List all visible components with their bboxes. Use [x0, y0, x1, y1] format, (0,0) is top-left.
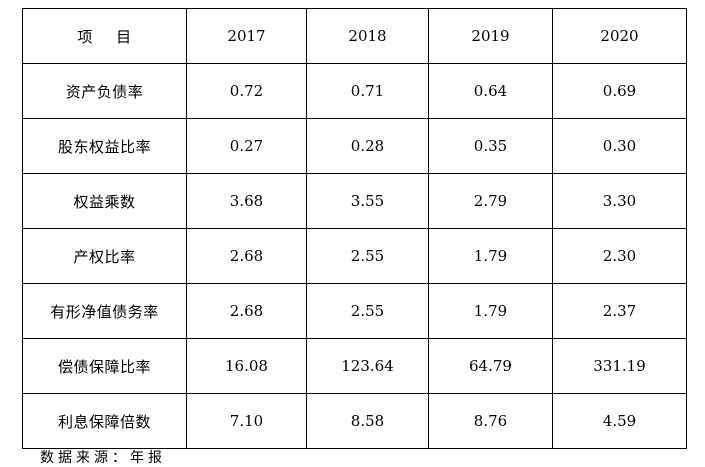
row-label: 股东权益比率: [22, 118, 187, 174]
table-cell: 331.19: [552, 338, 687, 394]
header-year-2017: 2017: [186, 8, 307, 64]
row-label: 偿债保障比率: [22, 338, 187, 394]
table-row: 偿债保障比率 16.08 123.64 64.79 331.19: [22, 338, 687, 394]
source-note: 数据来源：年报: [40, 450, 166, 466]
row-label: 产权比率: [22, 228, 187, 284]
table-row: 有形净值债务率 2.68 2.55 1.79 2.37: [22, 283, 687, 339]
header-item: 项 目: [22, 8, 187, 64]
row-label: 权益乘数: [22, 173, 187, 229]
table-cell: 1.79: [428, 228, 553, 284]
row-label: 有形净值债务率: [22, 283, 187, 339]
header-year-2018: 2018: [306, 8, 429, 64]
table-cell: 0.30: [552, 118, 687, 174]
table-cell: 7.10: [186, 393, 307, 449]
table-cell: 2.79: [428, 173, 553, 229]
table-cell: 8.76: [428, 393, 553, 449]
table-cell: 2.55: [306, 283, 429, 339]
table-cell: 2.30: [552, 228, 687, 284]
table-cell: 0.28: [306, 118, 429, 174]
table-cell: 8.58: [306, 393, 429, 449]
table-row: 权益乘数 3.68 3.55 2.79 3.30: [22, 173, 687, 229]
table-row: 利息保障倍数 7.10 8.58 8.76 4.59: [22, 393, 687, 449]
table-cell: 3.30: [552, 173, 687, 229]
table-row: 股东权益比率 0.27 0.28 0.35 0.30: [22, 118, 687, 174]
table-cell: 123.64: [306, 338, 429, 394]
financial-ratio-table-container: 项 目 2017 2018 2019 2020 资产负债率 0.72 0.71 …: [22, 8, 687, 449]
table-cell: 64.79: [428, 338, 553, 394]
table-cell: 0.72: [186, 63, 307, 119]
table-cell: 2.55: [306, 228, 429, 284]
table-header-row: 项 目 2017 2018 2019 2020: [22, 8, 687, 64]
table-cell: 0.71: [306, 63, 429, 119]
header-year-2019: 2019: [428, 8, 553, 64]
table-row: 产权比率 2.68 2.55 1.79 2.30: [22, 228, 687, 284]
row-label: 资产负债率: [22, 63, 187, 119]
table-cell: 16.08: [186, 338, 307, 394]
row-label: 利息保障倍数: [22, 393, 187, 449]
table-cell: 0.35: [428, 118, 553, 174]
financial-ratio-table: 项 目 2017 2018 2019 2020 资产负债率 0.72 0.71 …: [22, 8, 687, 449]
table-cell: 3.55: [306, 173, 429, 229]
table-cell: 2.68: [186, 283, 307, 339]
table-cell: 1.79: [428, 283, 553, 339]
table-cell: 2.68: [186, 228, 307, 284]
table-cell: 0.69: [552, 63, 687, 119]
table-cell: 4.59: [552, 393, 687, 449]
table-cell: 0.64: [428, 63, 553, 119]
header-year-2020: 2020: [552, 8, 687, 64]
table-cell: 3.68: [186, 173, 307, 229]
table-row: 资产负债率 0.72 0.71 0.64 0.69: [22, 63, 687, 119]
table-cell: 0.27: [186, 118, 307, 174]
table-cell: 2.37: [552, 283, 687, 339]
